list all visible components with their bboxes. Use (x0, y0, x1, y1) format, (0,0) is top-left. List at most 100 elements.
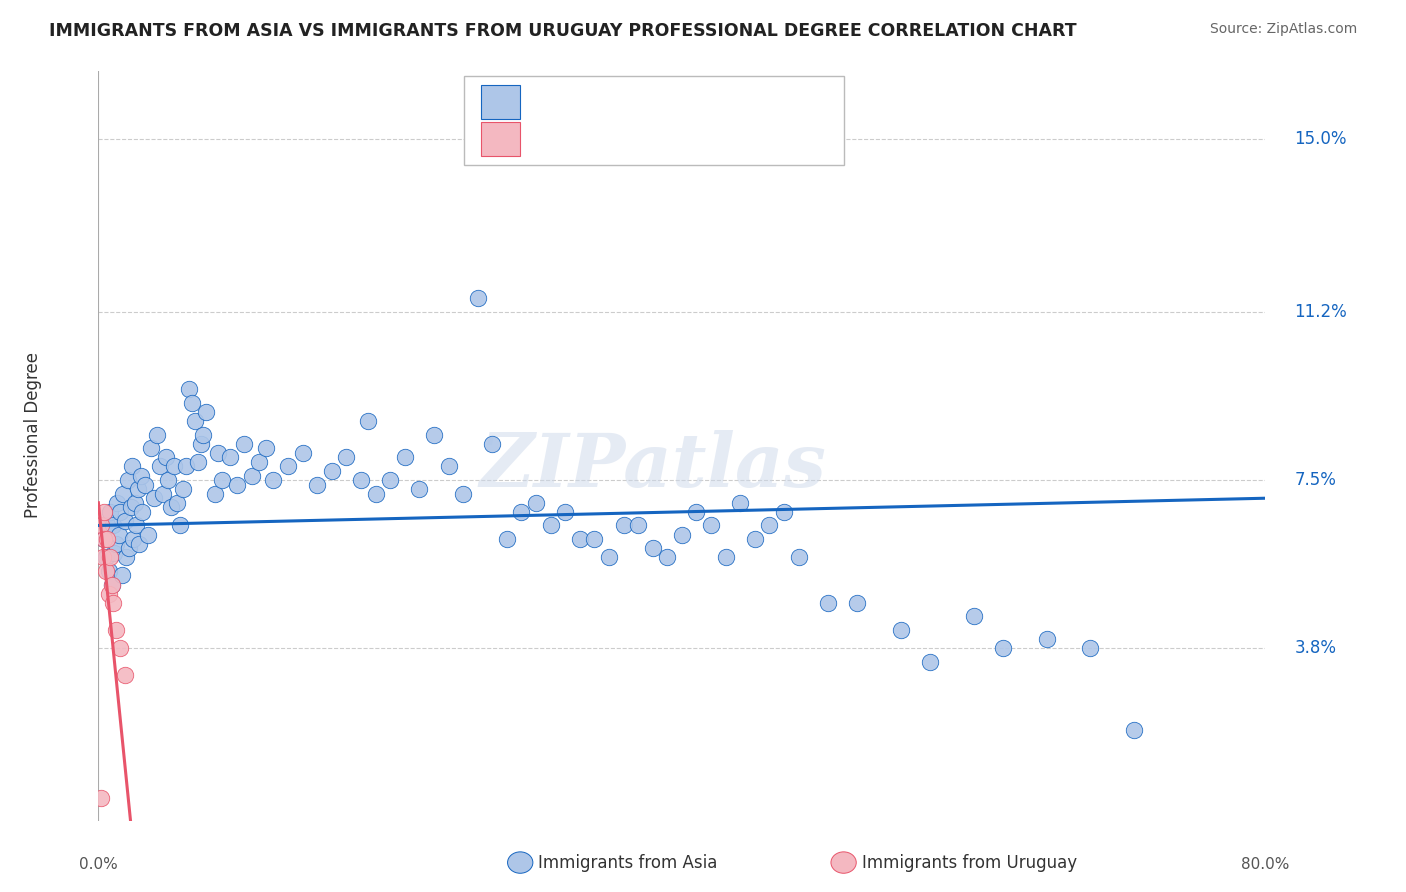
Point (890, 623, 912, 637)
Point (408, 482, 430, 496)
Point (128, 536, 150, 550)
Point (240, 468, 263, 483)
Point (350, 473, 373, 487)
Point (118, 541, 141, 556)
Point (291, 446, 314, 460)
Point (918, 655, 941, 669)
Point (94, 564, 117, 578)
Point (117, 473, 139, 487)
Point (166, 496, 188, 510)
Point (364, 486, 387, 500)
Text: Immigrants from Uruguay: Immigrants from Uruguay (862, 854, 1077, 871)
Point (817, 596, 839, 610)
Text: R =: R = (531, 94, 571, 112)
Point (226, 477, 249, 491)
Point (357, 414, 380, 428)
Point (98, 505, 121, 519)
Point (120, 500, 142, 515)
Point (437, 459, 460, 474)
Point (685, 505, 707, 519)
Point (177, 382, 200, 396)
Point (121, 459, 143, 474)
Text: Immigrants from Asia: Immigrants from Asia (538, 854, 718, 871)
Point (157, 473, 180, 487)
Point (524, 496, 547, 510)
Point (160, 500, 183, 515)
Point (568, 532, 591, 546)
Point (207, 446, 229, 460)
Point (163, 459, 186, 474)
Text: IMMIGRANTS FROM ASIA VS IMMIGRANTS FROM URUGUAY PROFESSIONAL DEGREE CORRELATION : IMMIGRANTS FROM ASIA VS IMMIGRANTS FROM … (49, 22, 1077, 40)
Point (481, 436, 503, 450)
Point (127, 482, 149, 496)
Point (110, 505, 132, 519)
Point (90, 518, 112, 533)
Point (263, 473, 285, 487)
Point (93, 532, 115, 546)
Point (277, 459, 299, 474)
Text: 0.033: 0.033 (574, 94, 630, 112)
Point (97, 586, 120, 600)
Point (136, 527, 159, 541)
Point (193, 427, 215, 442)
Point (510, 505, 533, 519)
Point (125, 518, 148, 533)
Point (962, 609, 984, 624)
Point (773, 505, 796, 519)
Point (180, 396, 202, 410)
Text: N =: N = (647, 132, 686, 150)
Point (146, 427, 169, 442)
Point (93, 532, 115, 546)
Point (554, 505, 576, 519)
Point (111, 568, 134, 582)
Point (496, 532, 519, 546)
Point (451, 486, 474, 500)
Point (540, 518, 562, 533)
Point (671, 527, 693, 541)
Point (714, 550, 737, 565)
Point (129, 468, 152, 483)
Point (90, 791, 112, 805)
Point (787, 550, 810, 565)
Point (627, 518, 650, 533)
Point (108, 527, 131, 541)
Point (131, 505, 153, 519)
Point (641, 541, 664, 556)
Point (758, 518, 780, 533)
Point (104, 623, 127, 637)
Point (467, 292, 489, 306)
Point (96, 532, 118, 546)
Point (335, 450, 357, 465)
Text: 14: 14 (686, 132, 717, 150)
Point (321, 464, 343, 478)
Point (91, 550, 114, 565)
Point (105, 496, 128, 510)
Text: Professional Degree: Professional Degree (24, 351, 42, 517)
Point (112, 486, 135, 500)
Point (139, 442, 162, 456)
Point (700, 518, 723, 533)
Point (307, 477, 329, 491)
Point (657, 550, 679, 565)
Point (218, 450, 240, 465)
Point (195, 405, 218, 419)
Point (142, 491, 165, 506)
Point (97, 564, 120, 578)
Point (730, 496, 752, 510)
Point (149, 459, 172, 474)
Point (100, 577, 122, 591)
Text: 11.2%: 11.2% (1295, 303, 1347, 321)
Point (100, 577, 122, 591)
Point (114, 514, 136, 528)
Point (183, 414, 205, 428)
Point (204, 486, 226, 500)
Point (254, 442, 277, 456)
Text: -0.775: -0.775 (574, 132, 638, 150)
Point (423, 427, 446, 442)
Point (380, 473, 402, 487)
Point (110, 641, 132, 656)
Point (101, 518, 124, 533)
Point (211, 473, 233, 487)
Text: 102: 102 (672, 94, 710, 112)
Text: R =: R = (531, 132, 571, 150)
